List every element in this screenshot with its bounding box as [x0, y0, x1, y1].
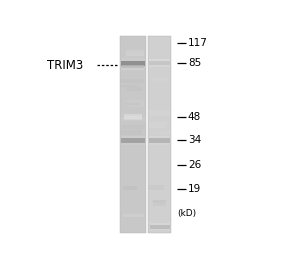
- Bar: [150, 223, 170, 225]
- Bar: [120, 36, 146, 233]
- Bar: [121, 130, 142, 135]
- Bar: [122, 65, 144, 66]
- Bar: [121, 143, 145, 145]
- Bar: [121, 136, 145, 138]
- Bar: [149, 185, 164, 190]
- Bar: [151, 191, 164, 197]
- Text: (kD): (kD): [177, 209, 196, 218]
- Bar: [121, 58, 145, 61]
- Text: 19: 19: [188, 184, 201, 194]
- Bar: [153, 200, 166, 206]
- Text: 26: 26: [188, 160, 201, 170]
- Bar: [121, 66, 145, 68]
- Bar: [149, 138, 170, 143]
- Bar: [123, 186, 137, 190]
- Bar: [122, 66, 144, 68]
- Bar: [120, 85, 138, 87]
- Bar: [122, 68, 144, 70]
- Bar: [126, 103, 140, 105]
- Bar: [149, 122, 166, 128]
- Bar: [155, 132, 171, 134]
- Bar: [121, 61, 145, 66]
- Bar: [152, 200, 166, 203]
- Bar: [149, 61, 170, 65]
- Text: 85: 85: [188, 58, 201, 68]
- Bar: [124, 119, 142, 120]
- Bar: [149, 125, 168, 131]
- Text: TRIM3: TRIM3: [48, 59, 84, 72]
- Bar: [151, 77, 168, 82]
- Bar: [149, 59, 170, 61]
- Bar: [154, 213, 170, 219]
- Bar: [127, 100, 144, 107]
- Bar: [124, 116, 142, 119]
- Bar: [149, 136, 170, 138]
- Bar: [126, 50, 144, 56]
- Bar: [154, 185, 170, 189]
- Bar: [121, 117, 146, 121]
- Bar: [121, 138, 145, 143]
- Bar: [150, 229, 170, 230]
- Text: 48: 48: [188, 112, 201, 122]
- Text: 117: 117: [188, 38, 208, 48]
- Bar: [123, 214, 144, 217]
- Bar: [149, 110, 170, 116]
- Bar: [126, 87, 143, 92]
- Bar: [149, 143, 170, 145]
- Bar: [149, 65, 170, 67]
- Bar: [150, 225, 170, 229]
- Bar: [124, 114, 142, 116]
- Bar: [120, 79, 144, 83]
- Bar: [148, 36, 171, 233]
- Bar: [125, 53, 144, 59]
- Bar: [155, 129, 171, 133]
- Bar: [122, 125, 145, 129]
- Text: 34: 34: [188, 135, 201, 145]
